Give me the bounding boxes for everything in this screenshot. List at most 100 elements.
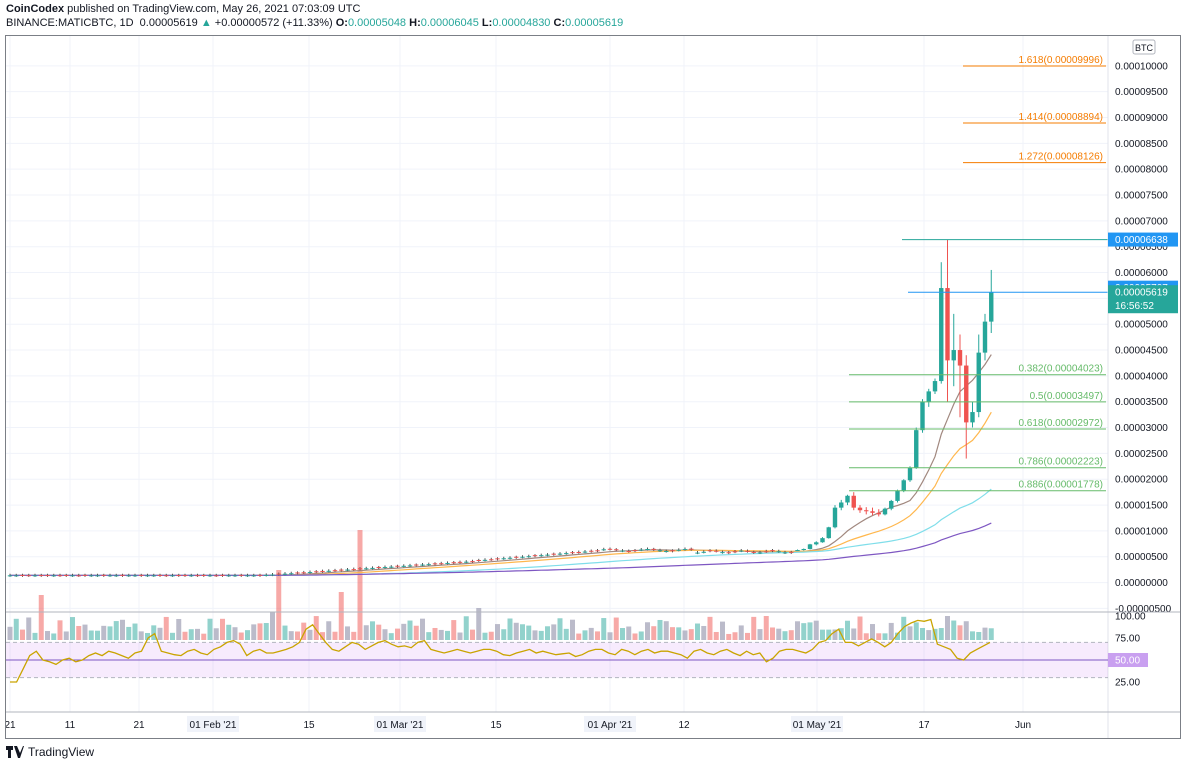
price-tick-label: 0.00006500 — [1115, 242, 1168, 253]
candle-body — [501, 558, 506, 560]
candle-body — [570, 552, 575, 554]
rsi-current-label: 50.00 — [1115, 656, 1140, 667]
candle-body — [389, 566, 394, 568]
candle-body — [439, 563, 444, 565]
price-tick-label: 0.00009000 — [1115, 113, 1168, 124]
price-tick-label: 0.00000500 — [1115, 552, 1168, 563]
x-tick-label: 15 — [490, 720, 502, 731]
published-text: published on TradingView.com, May 26, 20… — [64, 3, 361, 15]
volume-bar — [470, 629, 475, 640]
footer-brand[interactable]: TradingView — [28, 745, 95, 759]
candle-body — [732, 551, 738, 553]
candle-body — [882, 508, 888, 515]
candle-body — [326, 570, 331, 572]
x-tick-label: Jun — [1015, 720, 1031, 731]
volume-bar — [395, 628, 400, 640]
price-tick-label: 0.00001500 — [1115, 501, 1168, 512]
volume-bar — [801, 623, 807, 640]
candle-body — [895, 490, 900, 501]
volume-bar — [620, 628, 625, 640]
up-triangle-icon: ▲ — [200, 17, 212, 29]
x-tick-box — [584, 716, 636, 732]
volume-bar — [720, 621, 725, 640]
candle-body — [795, 550, 800, 552]
candle-body — [351, 569, 356, 571]
fib-level-label: 1.272(0.00008126) — [1018, 152, 1103, 163]
volume-bar — [663, 621, 669, 640]
volume-bar — [438, 629, 444, 640]
volume-bar — [538, 630, 544, 640]
x-tick-label: 01 Apr '21 — [588, 720, 633, 731]
volume-bar — [976, 631, 982, 640]
x-tick-label: 11 — [65, 720, 76, 731]
x-tick-box — [187, 716, 239, 732]
close-key: C: — [553, 17, 566, 29]
price-tick-label: 0.00004000 — [1115, 371, 1168, 382]
last-price-tag: 0.00005619 — [1115, 288, 1168, 299]
candle-body — [239, 574, 244, 576]
candle-body — [957, 350, 963, 366]
volume-bar — [301, 622, 307, 640]
price-chart[interactable]: 1.618(0.00009996) 1.414(0.00008894) 1.272(… — [6, 36, 1180, 738]
volume-bar — [420, 618, 425, 640]
candle-body — [295, 572, 300, 574]
volume-bar — [682, 630, 688, 640]
volume-bar — [382, 629, 388, 640]
candle-body — [451, 562, 456, 564]
volume-bar — [145, 632, 150, 640]
candle-body — [176, 575, 181, 577]
last-price-tag-box — [1108, 285, 1178, 314]
volume-bar — [220, 618, 225, 640]
volume-bar — [170, 632, 175, 640]
volume-bar — [938, 628, 944, 640]
volume-bar — [782, 631, 788, 640]
volume-bar — [988, 628, 994, 640]
candle-body — [632, 550, 638, 552]
candle-body — [614, 549, 619, 551]
volume-bar — [770, 627, 775, 640]
volume-bar — [857, 616, 863, 640]
candle-body — [220, 574, 225, 576]
volume-bar — [970, 631, 975, 640]
volume-bar — [907, 626, 913, 640]
candle-body — [532, 555, 538, 557]
volume-bar — [101, 625, 107, 640]
volume-bar — [601, 618, 607, 640]
volume-bar — [451, 620, 457, 640]
volume-bar — [763, 616, 769, 640]
volume-bar — [482, 632, 488, 640]
volume-bar — [595, 631, 600, 640]
volume-bar — [257, 623, 263, 640]
candle-body — [839, 502, 844, 508]
volume-bar — [295, 631, 300, 640]
candle-body — [232, 575, 238, 577]
price-tick-label: 0.00005000 — [1115, 320, 1168, 331]
volume-bar — [626, 626, 632, 640]
candle-body — [870, 511, 875, 513]
fib-level-label: 1.414(0.00008894) — [1018, 112, 1103, 123]
volume-bar — [776, 628, 782, 640]
candle-body — [420, 564, 425, 566]
price-tick-label: 0.00001000 — [1115, 526, 1168, 537]
candle-body — [782, 552, 788, 554]
volume-bar — [845, 620, 850, 640]
candle-body — [689, 548, 694, 550]
volume-bar — [532, 630, 538, 640]
volume-bar — [457, 632, 463, 640]
price-tick-label: 0.00008500 — [1115, 139, 1168, 150]
candle-body — [757, 552, 763, 554]
candle-body — [332, 570, 338, 572]
candle-body — [657, 550, 663, 552]
high-value: 0.00006045 — [420, 17, 479, 29]
candle-body — [489, 559, 494, 561]
chart-frame[interactable]: 1.618(0.00009996) 1.414(0.00008894) 1.272(… — [5, 35, 1181, 739]
candle-body — [545, 554, 550, 556]
countdown-label: 16:56:52 — [1115, 301, 1154, 312]
candle-body — [301, 572, 306, 574]
candle-body — [139, 574, 144, 576]
volume-bar — [13, 618, 19, 640]
volume-bar — [63, 631, 69, 640]
volume-bar — [901, 616, 907, 640]
fib-level-label: 1.618(0.00009996) — [1018, 55, 1103, 66]
candle-body — [695, 552, 700, 554]
